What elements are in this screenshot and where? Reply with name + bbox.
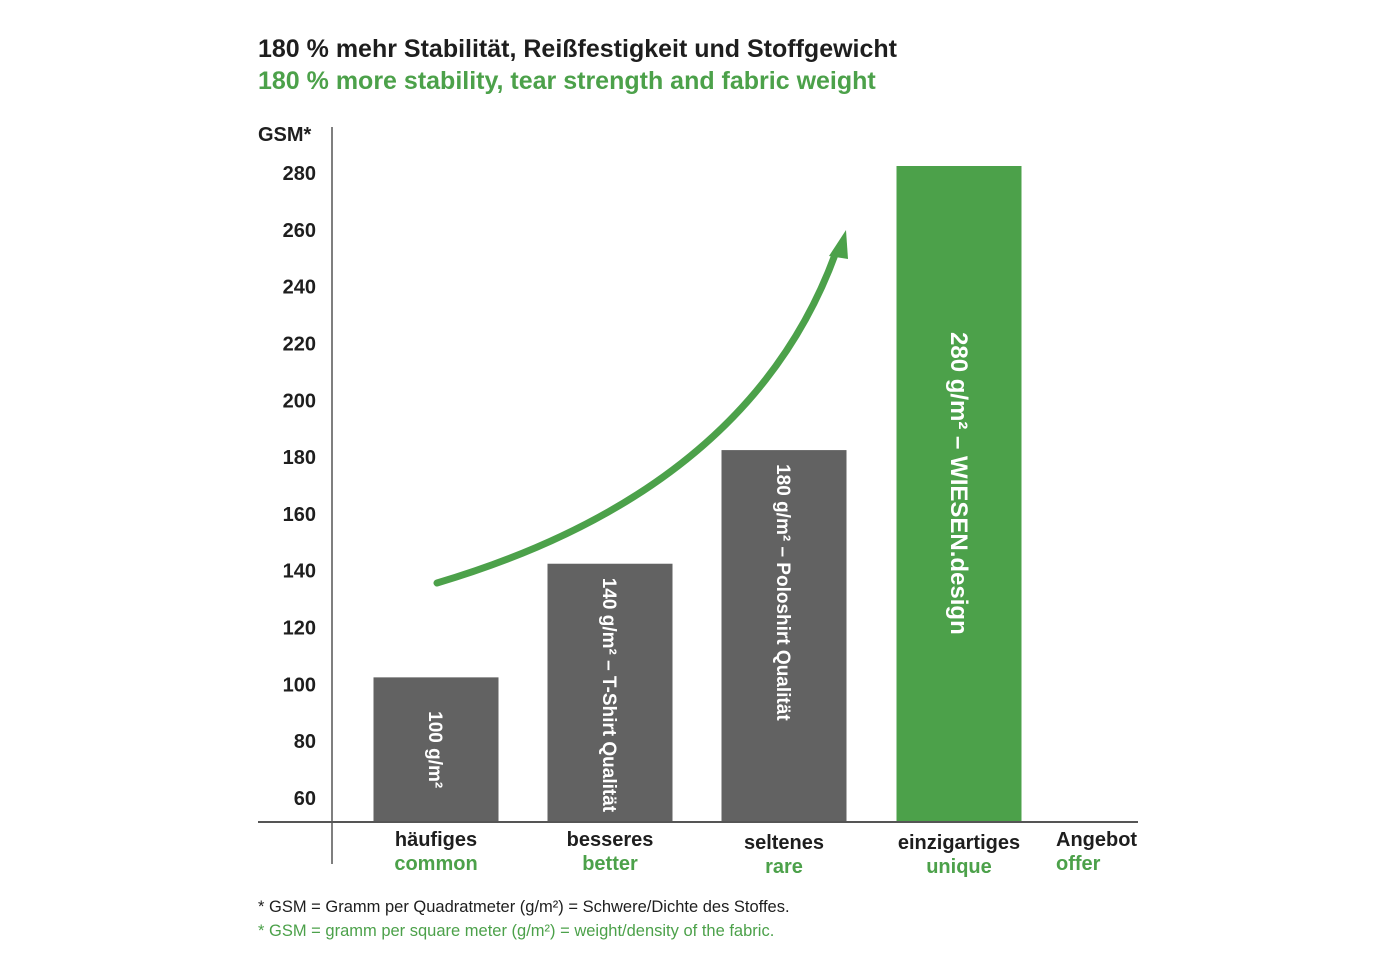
bar <box>547 563 673 822</box>
category-label-en: unique <box>926 856 992 878</box>
footnote-en: * GSM = gramm per square meter (g/m²) = … <box>258 922 774 940</box>
chart-subtitle: 180 % more stability, tear strength and … <box>258 67 876 95</box>
y-tick-label: 100 <box>283 674 316 696</box>
y-tick-label: 220 <box>283 333 316 355</box>
y-tick-label: 120 <box>283 618 316 640</box>
y-axis-ticks: 60 80 100 120 140 160 180 200 220 240 260 280 <box>283 163 316 810</box>
bar-data-label: 180 g/m² – Poloshirt Qualität <box>772 464 793 721</box>
highlight-label-de: Angebot <box>1056 829 1137 851</box>
highlight-label-en: offer <box>1056 853 1101 875</box>
y-tick-label: 240 <box>283 277 316 299</box>
category-label: besseres <box>567 829 654 851</box>
bar <box>721 450 847 822</box>
bar-data-label: 140 g/m² – T-Shirt Qualität <box>598 578 619 813</box>
bar-data-label: 280 g/m² – WIESEN.design <box>945 332 972 635</box>
trend-arrowhead-icon <box>829 230 848 259</box>
footnote-de: * GSM = Gramm per Quadratmeter (g/m²) = … <box>258 898 790 916</box>
chart-title: 180 % mehr Stabilität, Reißfestigkeit un… <box>258 35 898 63</box>
y-tick-label: 140 <box>283 561 316 583</box>
bars-group: 100 g/m² 140 g/m² – T-Shirt Qualität 180 g… <box>373 166 1022 822</box>
category-label-en: common <box>394 853 477 875</box>
bar <box>373 677 499 822</box>
y-tick-label: 60 <box>294 788 316 810</box>
y-tick-label: 160 <box>283 504 316 526</box>
category-label: einzigartiges <box>898 832 1020 854</box>
bar <box>896 166 1022 822</box>
category-label-en: better <box>582 853 638 875</box>
trend-arrow-icon <box>433 248 840 587</box>
bar-data-label: 100 g/m² <box>424 711 445 788</box>
category-label: häufiges <box>395 829 477 851</box>
y-tick-label: 200 <box>283 390 316 412</box>
y-tick-label: 80 <box>294 731 316 753</box>
y-axis-label: GSM* <box>258 124 312 146</box>
y-tick-label: 260 <box>283 220 316 242</box>
y-tick-label: 280 <box>283 163 316 185</box>
y-tick-label: 180 <box>283 447 316 469</box>
category-label: seltenes <box>744 832 824 854</box>
category-label-en: rare <box>765 856 803 878</box>
